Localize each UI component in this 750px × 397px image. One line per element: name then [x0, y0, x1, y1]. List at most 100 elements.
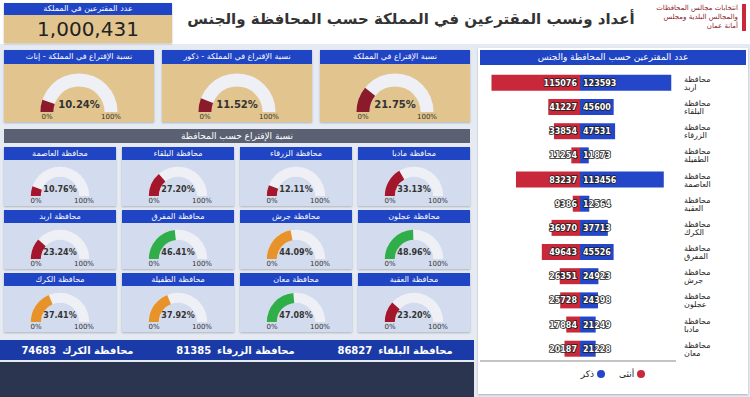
html-text:محافظة مادبا: محافظة مادبا [392, 149, 436, 158]
svg-text:25728: 25728 [549, 296, 577, 305]
svg-text:محافظةالكرك: محافظةالكرك [684, 220, 711, 237]
html-text:100%: 100% [259, 113, 279, 121]
html-text:21.75%: 21.75% [374, 99, 416, 110]
html-text:محافظة جرش: محافظة جرش [271, 212, 321, 221]
html-text:محافظة معان: محافظة معان [273, 275, 319, 284]
html-text:محافظة العقبة: محافظة العقبة [389, 275, 439, 284]
html-text:100%: 100% [417, 113, 437, 121]
html-text:11.52%: 11.52% [216, 99, 258, 110]
html-text:محافظة البلقاء: محافظة البلقاء [153, 149, 203, 158]
html-text:محافظة اربد: محافظة اربد [39, 212, 81, 221]
html-text:33.13%: 33.13% [397, 185, 431, 194]
html-text:23.20%: 23.20% [397, 311, 431, 320]
html-text:محافظة الكرك: محافظة الكرك [35, 275, 85, 284]
svg-text:9386: 9386 [555, 200, 578, 209]
html-text:0%: 0% [41, 113, 53, 121]
svg-text:41227: 41227 [549, 103, 577, 112]
svg-text:محافظةالعاصمة: محافظةالعاصمة [684, 172, 711, 189]
html-text:انتخابات مجالس المحافظات والمج: انتخابات مجالس المحافظات والمجالس البلدي… [656, 4, 738, 30]
svg-text:37713: 37713 [583, 224, 611, 233]
html-text:0%: 0% [266, 197, 278, 205]
html-text:0%: 0% [199, 113, 211, 121]
html-text:نسبة الإقتراع في المملكة: نسبة الإقتراع في المملكة [353, 52, 437, 61]
html-text:27.20%: 27.20% [161, 185, 195, 194]
html-text:100%: 100% [192, 260, 212, 268]
svg-text:45600: 45600 [583, 103, 611, 112]
svg-text:محافظةمعان: محافظةمعان [684, 341, 711, 358]
svg-text:محافظةالبلقاء: محافظةالبلقاء [684, 99, 711, 116]
svg-text:11873: 11873 [583, 151, 611, 160]
html-text:100%: 100% [192, 197, 212, 205]
html-text:100%: 100% [74, 197, 94, 205]
svg-text:113456: 113456 [583, 176, 617, 185]
html-text:نسبة الإقتراع حسب المحافظة: نسبة الإقتراع حسب المحافظة [181, 131, 293, 141]
svg-text:محافظةالعقبة: محافظةالعقبة [684, 196, 711, 213]
html-text:عدد المقترعين في المملكة: عدد المقترعين في المملكة [43, 4, 133, 13]
html-text:0%: 0% [148, 197, 160, 205]
html-text:100%: 100% [428, 260, 448, 268]
html-text:0%: 0% [357, 113, 369, 121]
html-text:0%: 0% [266, 260, 278, 268]
svg-text:11254: 11254 [549, 151, 577, 160]
html-text:محافظة الزرقاء: محافظة الزرقاء [270, 149, 322, 158]
html-text:0%: 0% [30, 197, 42, 205]
svg-text:21249: 21249 [583, 321, 611, 330]
html-text:محافظة العاصمة: محافظة العاصمة [32, 149, 88, 158]
svg-text:محافظةالمفرق: محافظةالمفرق [684, 244, 711, 261]
html-text:محافظة المفرق: محافظة المفرق [151, 212, 205, 221]
svg-text:49643: 49643 [549, 248, 577, 257]
html-text:10.76%: 10.76% [43, 185, 77, 194]
html-text:0%: 0% [384, 260, 396, 268]
html-text:محافظة البلقاء: محافظة البلقاء [378, 344, 453, 356]
html-text:44.09%: 44.09% [279, 248, 313, 257]
html-text:12.11%: 12.11% [279, 185, 313, 194]
html-text:محافظة الكرك: محافظة الكرك [62, 344, 134, 356]
html-text:100%: 100% [310, 260, 330, 268]
html-text:عدد المقترعين حسب المحافظة وال: عدد المقترعين حسب المحافظة والجنس [537, 52, 689, 62]
svg-text:محافظةالطفيلة: محافظةالطفيلة [684, 147, 711, 164]
html-text:23.24%: 23.24% [43, 248, 77, 257]
svg-text:115076: 115076 [544, 79, 578, 88]
html-text:محافظة الزرقاء: محافظة الزرقاء [217, 344, 295, 356]
html-text:0%: 0% [384, 197, 396, 205]
svg-text:محافظةمادبا: محافظةمادبا [684, 317, 711, 334]
html-text:أعداد ونسب المقترعين في المملك: أعداد ونسب المقترعين في المملكة حسب المح… [187, 10, 635, 28]
svg-text:45526: 45526 [583, 248, 611, 257]
svg-text:24398: 24398 [583, 296, 611, 305]
html-text:10.24%: 10.24% [58, 99, 100, 110]
svg-text:21228: 21228 [583, 345, 611, 354]
html-text:محافظة الطفيلة: محافظة الطفيلة [151, 275, 205, 284]
html-text:نسبة الإقتراع في المملكة - ذكو: نسبة الإقتراع في المملكة - ذكور [183, 52, 291, 61]
svg-text:محافظةالزرقاء: محافظةالزرقاء [684, 123, 711, 140]
svg-text:24923: 24923 [583, 272, 611, 281]
html-text:74683: 74683 [21, 344, 57, 356]
svg-text:36970: 36970 [549, 224, 577, 233]
svg-text:20187: 20187 [549, 345, 577, 354]
svg-text:17884: 17884 [549, 321, 577, 330]
html-text:100%: 100% [310, 197, 330, 205]
html-text:37.41%: 37.41% [43, 311, 77, 320]
svg-text:123593: 123593 [583, 79, 616, 88]
html-text:أنثى: أنثى [619, 369, 635, 379]
html-text:ذكر: ذكر [580, 369, 594, 379]
svg-text:محافظةعجلون: محافظةعجلون [684, 292, 711, 309]
html-text:48.96%: 48.96% [397, 248, 431, 257]
html-text:86827: 86827 [337, 344, 373, 356]
svg-text:12564: 12564 [583, 200, 611, 209]
html-text:47.08%: 47.08% [279, 311, 313, 320]
svg-text:26351: 26351 [549, 272, 577, 281]
svg-text:محافظةاربد: محافظةاربد [684, 75, 711, 92]
html-text:1,000,431: 1,000,431 [37, 17, 139, 41]
html-text:0%: 0% [148, 260, 160, 268]
html-text:نسبة الإقتراع في المملكة - إنا: نسبة الإقتراع في المملكة - إناث [25, 52, 133, 61]
svg-text:محافظةجرش: محافظةجرش [684, 268, 711, 285]
html-text:46.41%: 46.41% [161, 248, 195, 257]
html-text:محافظة عجلون: محافظة عجلون [388, 212, 440, 221]
html-text:100%: 100% [428, 197, 448, 205]
html-text:81385: 81385 [176, 344, 212, 356]
html-text:100%: 100% [101, 113, 121, 121]
html-text:37.92%: 37.92% [161, 311, 195, 320]
svg-text:47531: 47531 [583, 127, 611, 136]
svg-text:33854: 33854 [549, 127, 577, 136]
svg-text:83237: 83237 [549, 176, 577, 185]
